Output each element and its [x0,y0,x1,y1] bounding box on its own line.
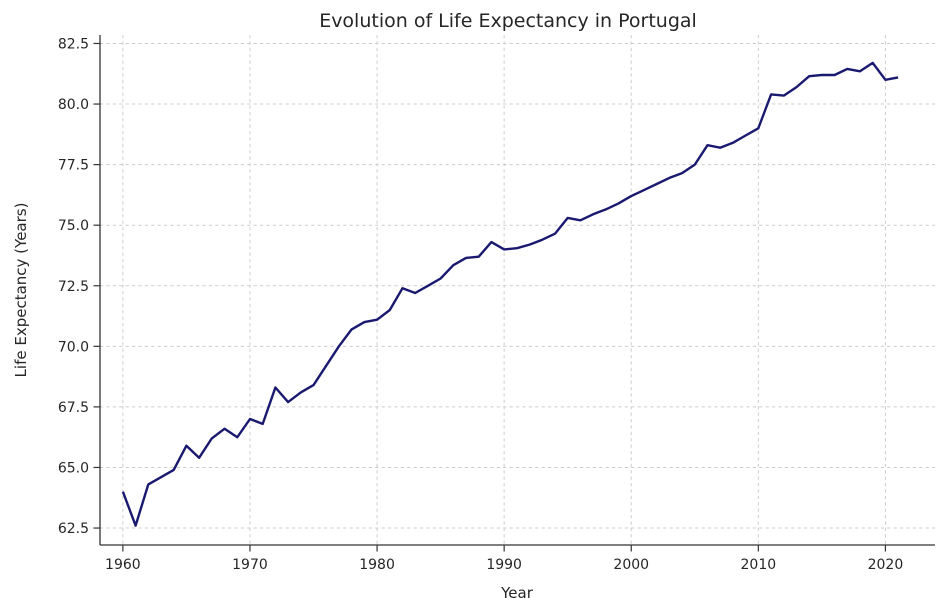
chart-title: Evolution of Life Expectancy in Portugal [319,10,697,32]
y-tick-labels: 62.5 65.0 67.5 70.0 72.5 75.0 77.5 80.0 82.5 [58,36,89,537]
y-tick-label: 62.5 [58,521,89,537]
y-tick-label: 82.5 [58,36,89,52]
x-tick-label: 1990 [486,557,522,573]
x-tick-label: 2020 [868,557,904,573]
y-tick-label: 65.0 [58,460,89,476]
x-tick-label: 2000 [613,557,649,573]
gridlines [100,35,935,545]
x-tick-label: 1980 [359,557,395,573]
axis-tick-marks [93,42,887,552]
axes-spines [99,35,935,546]
x-axis-label: Year [500,584,534,602]
y-tick-label: 67.5 [58,400,89,416]
y-tick-label: 72.5 [58,279,89,295]
y-axis-label: Life Expectancy (Years) [12,203,30,378]
y-tick-label: 80.0 [58,97,89,113]
y-tick-label: 70.0 [58,339,89,355]
x-tick-label: 2010 [741,557,777,573]
x-tick-label: 1960 [105,557,141,573]
x-tick-labels: 1960 1970 1980 1990 2000 2010 2020 [105,557,903,573]
life-expectancy-line [121,61,899,527]
y-tick-label: 75.0 [58,218,89,234]
y-tick-label: 77.5 [58,158,89,174]
x-tick-label: 1970 [232,557,268,573]
